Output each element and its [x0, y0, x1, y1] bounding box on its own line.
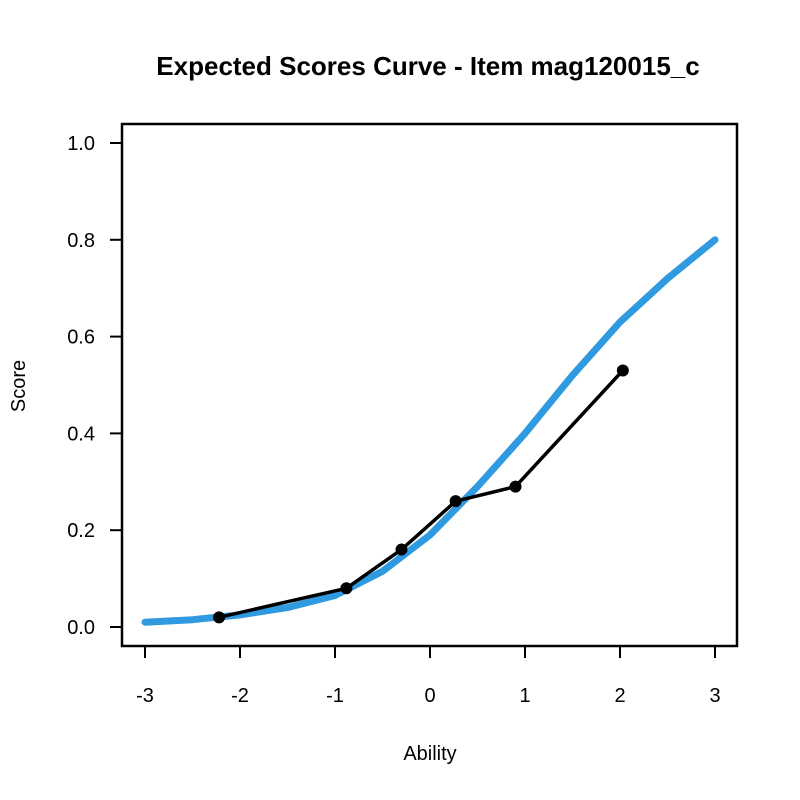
- observed-score-point: [340, 582, 353, 595]
- plot-frame: [120, 122, 739, 648]
- x-tick-label: -3: [136, 685, 154, 707]
- y-tick-label: 1.0: [67, 133, 95, 155]
- y-tick-label: 0.2: [67, 520, 95, 542]
- y-tick-label: 0.8: [67, 230, 95, 252]
- chart-title: Expected Scores Curve - Item mag120015_c: [156, 51, 699, 81]
- axes: -3 -2 -1 0 1 2 3 0.0 0.2 0.4 0.6 0.8 1.0: [67, 122, 739, 707]
- expected-score-curve: [141, 236, 719, 626]
- x-tick-label: 0: [424, 685, 435, 707]
- observed-score-line: [218, 369, 625, 620]
- y-tick-label: 0.0: [67, 617, 95, 639]
- observed-score-point: [509, 480, 522, 493]
- plot-area: [141, 236, 719, 626]
- x-tick-label: 2: [614, 685, 625, 707]
- observed-score-point: [616, 364, 629, 377]
- y-tick-label: 0.4: [67, 423, 95, 445]
- x-tick-label: 3: [709, 685, 720, 707]
- observed-score-point: [449, 495, 462, 508]
- observed-score-point: [213, 611, 226, 624]
- y-axis-label: Score: [8, 360, 30, 412]
- x-axis-label: Ability: [403, 743, 456, 765]
- x-tick-label: -2: [231, 685, 249, 707]
- y-tick-label: 0.6: [67, 327, 95, 349]
- x-tick-label: 1: [519, 685, 530, 707]
- observed-score-point: [395, 543, 408, 556]
- x-tick-label: -1: [326, 685, 344, 707]
